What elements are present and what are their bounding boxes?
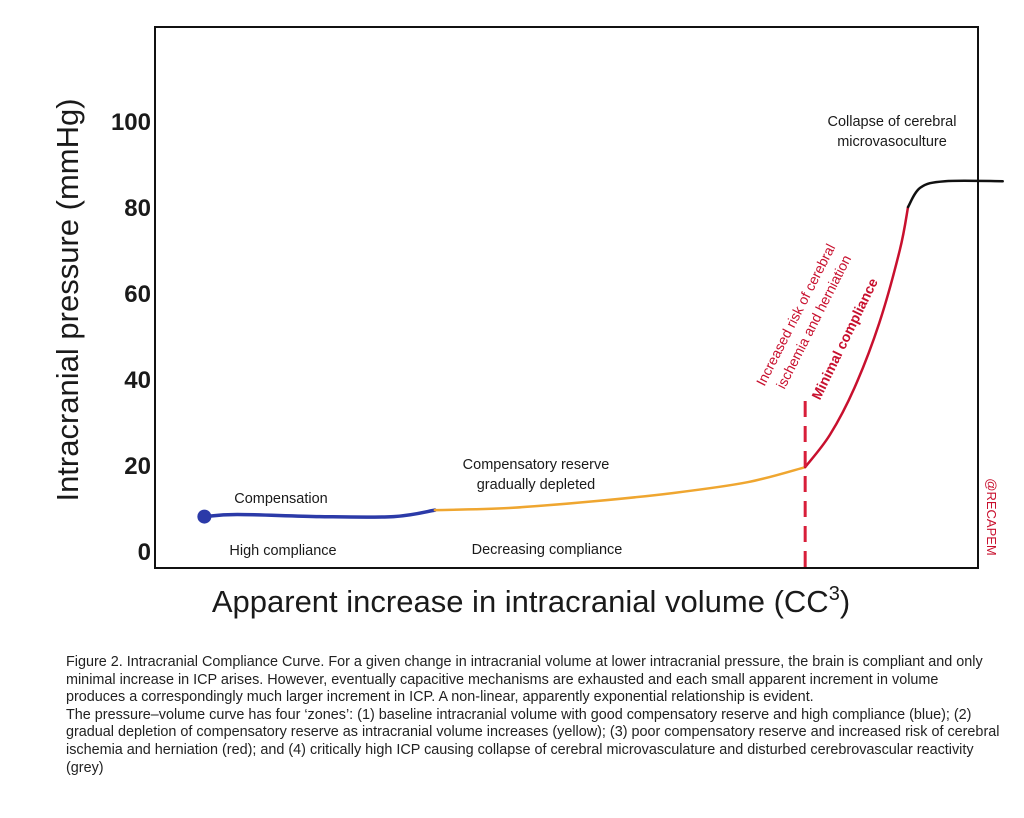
annotation-collapse-line2: microvasoculture (837, 134, 947, 150)
annotation-compensation: Compensation (234, 491, 328, 507)
annotation-reserve-line2: gradually depleted (477, 477, 596, 493)
y-tick-label: 80 (124, 195, 151, 222)
annotation-high-compliance: High compliance (229, 543, 336, 559)
annotation-collapse-line1: Collapse of cerebral (828, 114, 957, 130)
watermark-recapem: @RECAPEM (984, 478, 999, 556)
curve-segment-decreasing (433, 465, 807, 512)
curve-segment-minimal (803, 205, 910, 469)
series-layer (202, 179, 1004, 519)
y-tick-label: 40 (124, 367, 151, 394)
x-axis-label: Apparent increase in intracranial volume… (212, 583, 850, 619)
y-tick-label: 60 (124, 281, 151, 308)
figure-caption: Figure 2. Intracranial Compliance Curve.… (66, 654, 1001, 777)
plot-frame (154, 26, 979, 569)
y-tick-label: 0 (138, 539, 151, 566)
x-axis-label-superscript: 3 (829, 583, 840, 605)
curve-segment-collapse (906, 179, 1004, 209)
annotation-reserve-line1: Compensatory reserve (463, 457, 610, 473)
annotation-decreasing-compliance: Decreasing compliance (472, 542, 623, 558)
y-axis-label: Intracranial pressure (mmHg) (50, 98, 85, 501)
y-tick-label: 100 (111, 109, 151, 136)
curve-segment-compensation (202, 508, 437, 519)
x-axis-label-close: ) (840, 584, 850, 619)
caption-paragraph-1: Figure 2. Intracranial Compliance Curve.… (66, 654, 983, 706)
y-tick-labels: 0 20 40 60 80 100 (111, 109, 151, 566)
start-point-marker (197, 509, 212, 524)
x-axis-label-text: Apparent increase in intracranial volume… (212, 584, 829, 619)
y-tick-label: 20 (124, 453, 151, 480)
caption-paragraph-2: The pressure–volume curve has four ‘zone… (66, 706, 1000, 776)
